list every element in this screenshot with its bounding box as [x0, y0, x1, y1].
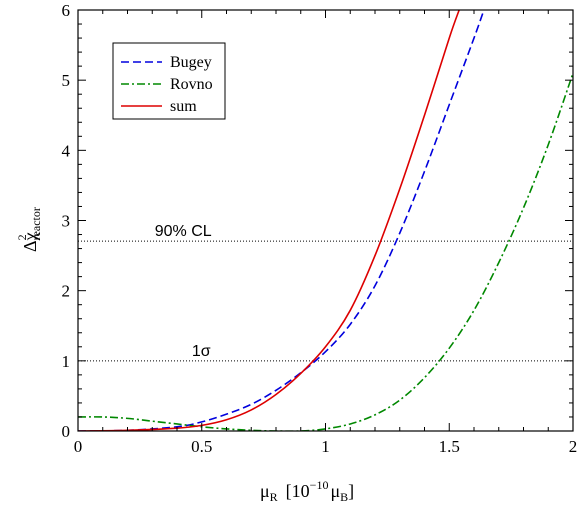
y-axis-symbol: Δχ: [20, 232, 40, 252]
axis-ticks: 0 0.5 1 1.5 2 0 1 2 3 4 5 6: [62, 1, 578, 456]
series-layer: [78, 10, 573, 431]
x-axis-bracket-close: ]: [348, 481, 354, 501]
x-axis-symbol: μ: [260, 481, 270, 501]
y-axis-title: Δχ2reactor: [15, 207, 43, 252]
x-tick-label: 2: [569, 437, 578, 456]
y-axis-symbol-sup: 2: [15, 234, 29, 240]
y-tick-label: 1: [62, 352, 71, 371]
x-axis-exponent: −10: [310, 478, 329, 492]
x-axis-unit-sub: B: [340, 490, 348, 504]
x-tick-label: 0: [74, 437, 83, 456]
x-axis-unit: μ: [330, 481, 340, 501]
y-tick-label: 0: [62, 422, 71, 441]
series-line-sum: [78, 10, 460, 431]
y-tick-label: 2: [62, 282, 71, 301]
y-tick-label: 3: [62, 212, 71, 231]
x-axis-symbol-sub: R: [270, 490, 278, 504]
reference-line-label: 1σ: [192, 343, 211, 360]
series-line-rovno: [78, 72, 573, 431]
x-tick-label: 0.5: [191, 437, 212, 456]
y-tick-label: 6: [62, 1, 71, 20]
legend: Bugey Rovno sum: [112, 42, 226, 120]
legend-label-sum: sum: [170, 98, 197, 115]
x-tick-label: 1: [321, 437, 330, 456]
reference-line-label: 90% CL: [155, 223, 212, 240]
y-axis-symbol-sub: reactor: [29, 207, 43, 240]
reference-lines: [78, 240, 573, 362]
legend-label-bugey: Bugey: [170, 54, 212, 71]
x-tick-label: 1.5: [439, 437, 460, 456]
legend-label-rovno: Rovno: [170, 76, 213, 93]
x-axis-title: μR [10−10 μB]: [260, 478, 354, 504]
series-line-bugey: [78, 10, 485, 431]
y-tick-label: 5: [62, 71, 71, 90]
y-tick-label: 4: [62, 141, 71, 160]
x-axis-bracket-open: [10: [286, 481, 310, 501]
